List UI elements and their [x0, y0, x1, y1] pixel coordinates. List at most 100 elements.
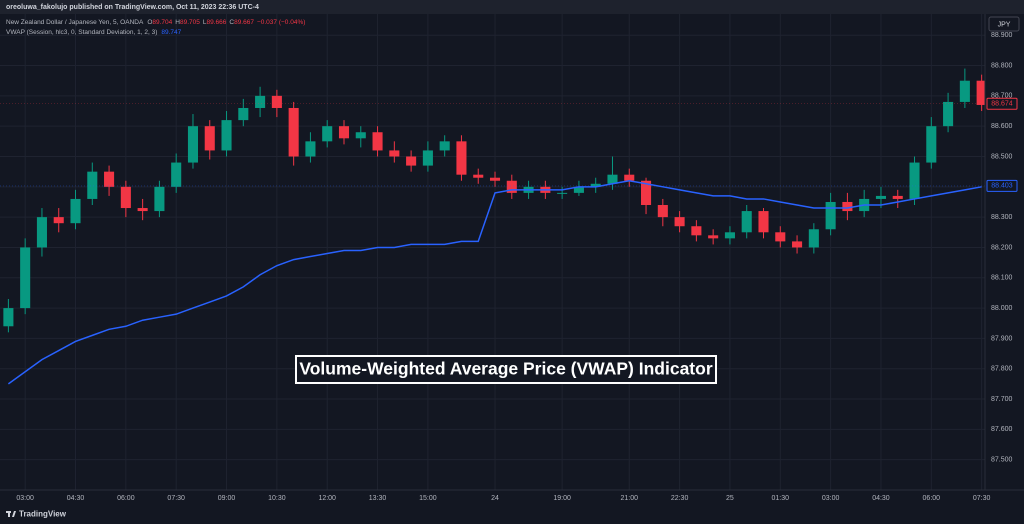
candle-body — [489, 177, 501, 181]
x-tick-label: 12:00 — [318, 495, 336, 502]
currency-box[interactable] — [988, 16, 1020, 32]
y-tick-label: 88.300 — [991, 214, 1013, 221]
x-tick-label: 24 — [491, 495, 499, 502]
candle-body — [473, 174, 484, 178]
candle-body — [708, 235, 719, 239]
y-tick-label: 87.500 — [991, 457, 1013, 464]
y-tick-label: 88.900 — [991, 32, 1013, 39]
candle-body — [238, 107, 249, 121]
y-tick-label: 88.100 — [991, 275, 1013, 282]
candle-body — [271, 95, 282, 108]
candle-body — [36, 217, 47, 248]
x-tick-label: 03:00 — [16, 495, 34, 502]
candle-body — [624, 174, 635, 181]
candle-body — [792, 241, 803, 248]
x-tick-label: 07:30 — [167, 495, 185, 502]
vwap-line — [7, 179, 982, 385]
header-bar — [0, 0, 1024, 14]
publisher: oreoluwa_fakolujo published on TradingVi… — [6, 4, 259, 11]
x-tick-label: 06:00 — [923, 495, 941, 502]
candle-body — [959, 80, 970, 102]
candle-body — [372, 132, 383, 151]
y-tick-label: 88.000 — [991, 305, 1013, 312]
x-tick-label: 09:00 — [218, 495, 236, 502]
candle-body — [775, 232, 786, 242]
x-tick-label: 21:00 — [620, 495, 638, 502]
y-tick-label: 88.500 — [991, 153, 1013, 160]
candle-body — [641, 180, 652, 206]
candle-body — [322, 126, 333, 142]
legend: New Zealand Dollar / Japanese Yen, 5, OA… — [6, 19, 305, 26]
x-tick-label: 22:30 — [671, 495, 689, 502]
candle-body — [691, 226, 702, 236]
ohlc-label: H — [175, 19, 180, 26]
candle-body — [120, 186, 131, 209]
candle-body — [808, 229, 819, 248]
y-tick-label: 87.600 — [991, 426, 1013, 433]
candle-body — [892, 195, 903, 199]
x-axis: 03:00 04:30 06:00 07:30 09:00 10:30 12:00 13:30… — [16, 495, 990, 502]
candle-body — [171, 162, 182, 187]
candle-body — [741, 211, 752, 233]
candle-body — [187, 126, 199, 163]
candle-body — [926, 126, 937, 163]
x-tick-label: 04:30 — [67, 495, 85, 502]
x-tick-label: 06:00 — [117, 495, 135, 502]
candle-body — [221, 120, 232, 151]
candle-body — [305, 141, 316, 157]
candle-body — [909, 162, 920, 199]
y-tick-label: 87.700 — [991, 396, 1013, 403]
x-tick-label: 19:00 — [553, 495, 571, 502]
candle-body — [20, 247, 31, 309]
candle-body — [355, 132, 366, 139]
currency[interactable]: JPY — [998, 21, 1011, 28]
brand-logo — [6, 511, 16, 517]
candle-body — [674, 217, 685, 227]
candle-body — [3, 308, 14, 327]
y-tick-label: 87.800 — [991, 366, 1013, 373]
candle-body — [288, 107, 299, 157]
candle-body — [590, 183, 601, 187]
candle-body — [406, 156, 417, 166]
candle-body — [607, 174, 618, 184]
candle-body — [204, 126, 215, 151]
candle-body — [456, 141, 467, 175]
ohlc-label: C — [229, 19, 234, 26]
ohlc-value: 89.666 — [206, 19, 226, 26]
x-tick-label: 15:00 — [419, 495, 437, 502]
candle-body — [389, 150, 400, 157]
ohlc-value: 89.667 — [234, 19, 254, 26]
x-tick-label: 04:30 — [872, 495, 890, 502]
indicator: VWAP (Session, hlc3, 0, Standard Deviati… — [6, 29, 157, 36]
y-tick-label: 87.900 — [991, 335, 1013, 342]
x-tick-label: 01:30 — [772, 495, 790, 502]
candle-body — [657, 205, 668, 218]
annotation: Volume-Weighted Average Price (VWAP) Ind… — [299, 359, 712, 379]
candle-body — [154, 186, 165, 212]
vwap-last-box — [986, 179, 1018, 192]
candle-body — [875, 195, 886, 199]
candle-body — [943, 101, 954, 127]
candle-body — [825, 201, 836, 230]
ohlc-label: O — [147, 19, 152, 26]
vwap-last: 88.403 — [991, 183, 1013, 190]
candle-body — [557, 192, 568, 194]
candle-body — [70, 198, 81, 224]
candle-body — [137, 208, 148, 212]
indicator-value: 89.747 — [161, 29, 181, 36]
change: −0.037 (−0.04%) — [257, 19, 305, 26]
y-tick-label: 88.600 — [991, 123, 1013, 130]
last-price-box — [986, 97, 1018, 110]
indicator-legend: VWAP (Session, hlc3, 0, Standard Deviati… — [6, 29, 182, 36]
brand: TradingView — [19, 510, 67, 519]
axes: 87.500 87.600 87.700 87.800 87.900 88.000 88.1… — [986, 32, 1018, 464]
candle-body — [255, 95, 266, 108]
x-tick-label: 07:30 — [973, 495, 991, 502]
candle-body — [104, 171, 115, 187]
y-tick-label: 88.800 — [991, 62, 1013, 69]
x-tick-label: 10:30 — [268, 495, 286, 502]
candle-body — [758, 211, 769, 233]
symbol: New Zealand Dollar / Japanese Yen, 5, OA… — [6, 19, 144, 26]
